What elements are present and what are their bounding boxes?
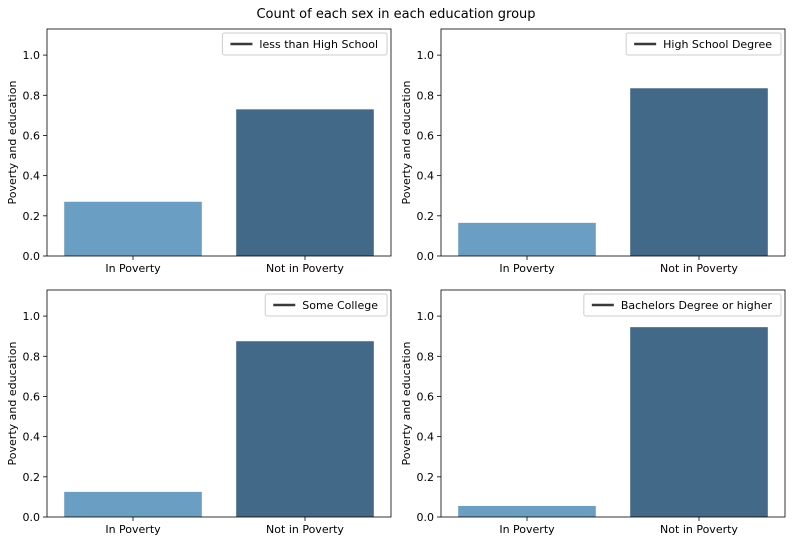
legend-label: less than High School: [259, 38, 378, 51]
x-tick-label: In Poverty: [105, 262, 161, 275]
y-tick-label: 0.8: [23, 89, 41, 102]
y-tick-label: 0.2: [417, 210, 435, 223]
y-tick-label: 1.0: [23, 49, 41, 62]
y-axis-label: Poverty and education: [6, 81, 19, 205]
bar-3-2: [236, 341, 374, 517]
legend-label: High School Degree: [663, 38, 772, 51]
legend: Bachelors Degree or higher: [583, 293, 782, 317]
axes-frame: [46, 289, 392, 518]
y-tick-label: 0.6: [23, 129, 41, 142]
y-tick-label: 1.0: [23, 310, 41, 323]
subplot-4: In Poverty Not in Poverty 0.0 0.2 0.4 0.6 0.8 1…: [400, 289, 786, 536]
legend: less than High School: [221, 32, 388, 56]
y-tick-label: 0.4: [417, 431, 435, 444]
y-axis-label: Poverty and education: [6, 342, 19, 466]
legend: High School Degree: [625, 32, 782, 56]
y-tick-label: 1.0: [417, 310, 435, 323]
y-tick-label: 1.0: [417, 49, 435, 62]
y-tick-label: 0.8: [417, 350, 435, 363]
subplot-3: In Poverty Not in Poverty 0.0 0.2 0.4 0.6 0.8 1…: [6, 289, 392, 536]
y-tick-label: 0.0: [23, 250, 41, 263]
y-tick-label: 0.0: [417, 511, 435, 524]
y-tick-label: 0.6: [417, 390, 435, 403]
bar-4-2: [630, 327, 768, 517]
y-tick-label: 0.2: [23, 210, 41, 223]
y-tick-label: 0.6: [417, 129, 435, 142]
x-tick-label: Not in Poverty: [660, 523, 738, 536]
legend-box: [625, 32, 782, 56]
x-tick-label: In Poverty: [105, 523, 161, 536]
y-axis-label: Poverty and education: [400, 342, 413, 466]
x-tick-label: Not in Poverty: [660, 262, 738, 275]
bar-1-1: [64, 201, 202, 256]
bar-1-2: [236, 109, 374, 257]
subplot-2: In Poverty Not in Poverty 0.0 0.2 0.4 0.6 0.8 1…: [400, 28, 786, 275]
legend: Some College: [264, 293, 388, 317]
legend-label: Some College: [302, 299, 378, 312]
subplot-1: In Poverty Not in Poverty 0.0 0.2 0.4 0.6 0.8 1…: [6, 28, 392, 275]
legend-box: [583, 293, 782, 317]
y-tick-label: 0.4: [23, 170, 41, 183]
bar-3-1: [64, 491, 202, 517]
y-tick-label: 0.2: [23, 471, 41, 484]
figure-title: Count of each sex in each education grou…: [256, 7, 535, 22]
axes-frame: [440, 289, 786, 518]
bar-2-1: [458, 222, 596, 256]
y-tick-label: 0.6: [23, 390, 41, 403]
bar-2-2: [630, 88, 768, 256]
x-tick-label: In Poverty: [499, 262, 555, 275]
legend-box: [221, 32, 388, 56]
y-tick-label: 0.0: [417, 250, 435, 263]
legend-label: Bachelors Degree or higher: [621, 299, 773, 312]
y-tick-label: 0.4: [23, 431, 41, 444]
axes-frame: [440, 28, 786, 257]
y-tick-label: 0.2: [417, 471, 435, 484]
bar-4-1: [458, 505, 596, 517]
x-tick-label: In Poverty: [499, 523, 555, 536]
y-tick-label: 0.8: [417, 89, 435, 102]
y-axis-label: Poverty and education: [400, 81, 413, 205]
legend-box: [264, 293, 388, 317]
x-tick-label: Not in Poverty: [266, 523, 344, 536]
y-tick-label: 0.0: [23, 511, 41, 524]
y-tick-label: 0.4: [417, 170, 435, 183]
x-tick-label: Not in Poverty: [266, 262, 344, 275]
axes-frame: [46, 28, 392, 257]
y-tick-label: 0.8: [23, 350, 41, 363]
